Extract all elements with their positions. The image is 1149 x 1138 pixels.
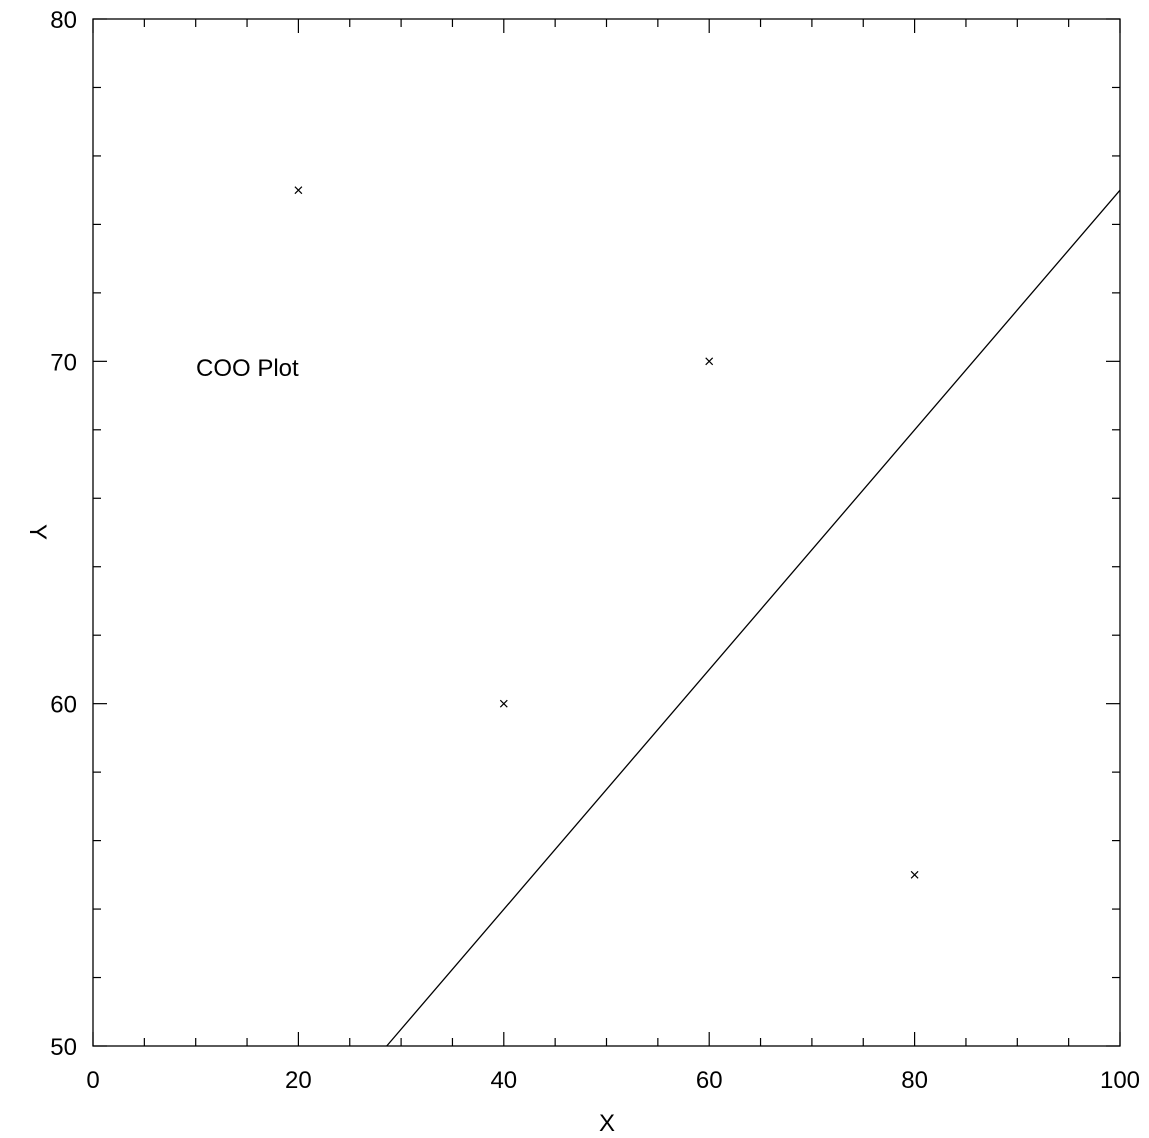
plot-frame <box>92 18 1121 1047</box>
y-tick-label: 80 <box>50 7 77 34</box>
fit-line <box>386 189 1121 1047</box>
y-axis-label: Y <box>24 524 51 540</box>
data-point <box>499 699 508 708</box>
point-marker-stroke <box>705 357 714 366</box>
x-tick-label: 100 <box>1100 1067 1140 1094</box>
data-point <box>910 870 919 879</box>
x-tick-label: 20 <box>285 1067 312 1094</box>
annotation-label: COO Plot <box>196 355 299 382</box>
fit-line-group <box>386 189 1121 1047</box>
data-points <box>294 186 919 879</box>
x-tick-label: 40 <box>490 1067 517 1094</box>
y-tick-label: 50 <box>50 1034 77 1061</box>
data-point <box>294 186 303 195</box>
point-marker-stroke <box>294 186 303 195</box>
point-marker-stroke <box>910 870 919 879</box>
y-tick-label: 60 <box>50 692 77 719</box>
data-point <box>705 357 714 366</box>
x-tick-label: 80 <box>901 1067 928 1094</box>
point-marker-stroke <box>499 699 508 708</box>
axis-ticks <box>92 18 1121 1047</box>
x-axis-label: X <box>599 1110 615 1137</box>
y-tick-label: 70 <box>50 349 77 376</box>
x-tick-label: 60 <box>696 1067 723 1094</box>
x-tick-label: 0 <box>86 1067 99 1094</box>
tick-labels: 0 20 40 60 80 100 50 60 70 80 <box>50 7 1140 1094</box>
